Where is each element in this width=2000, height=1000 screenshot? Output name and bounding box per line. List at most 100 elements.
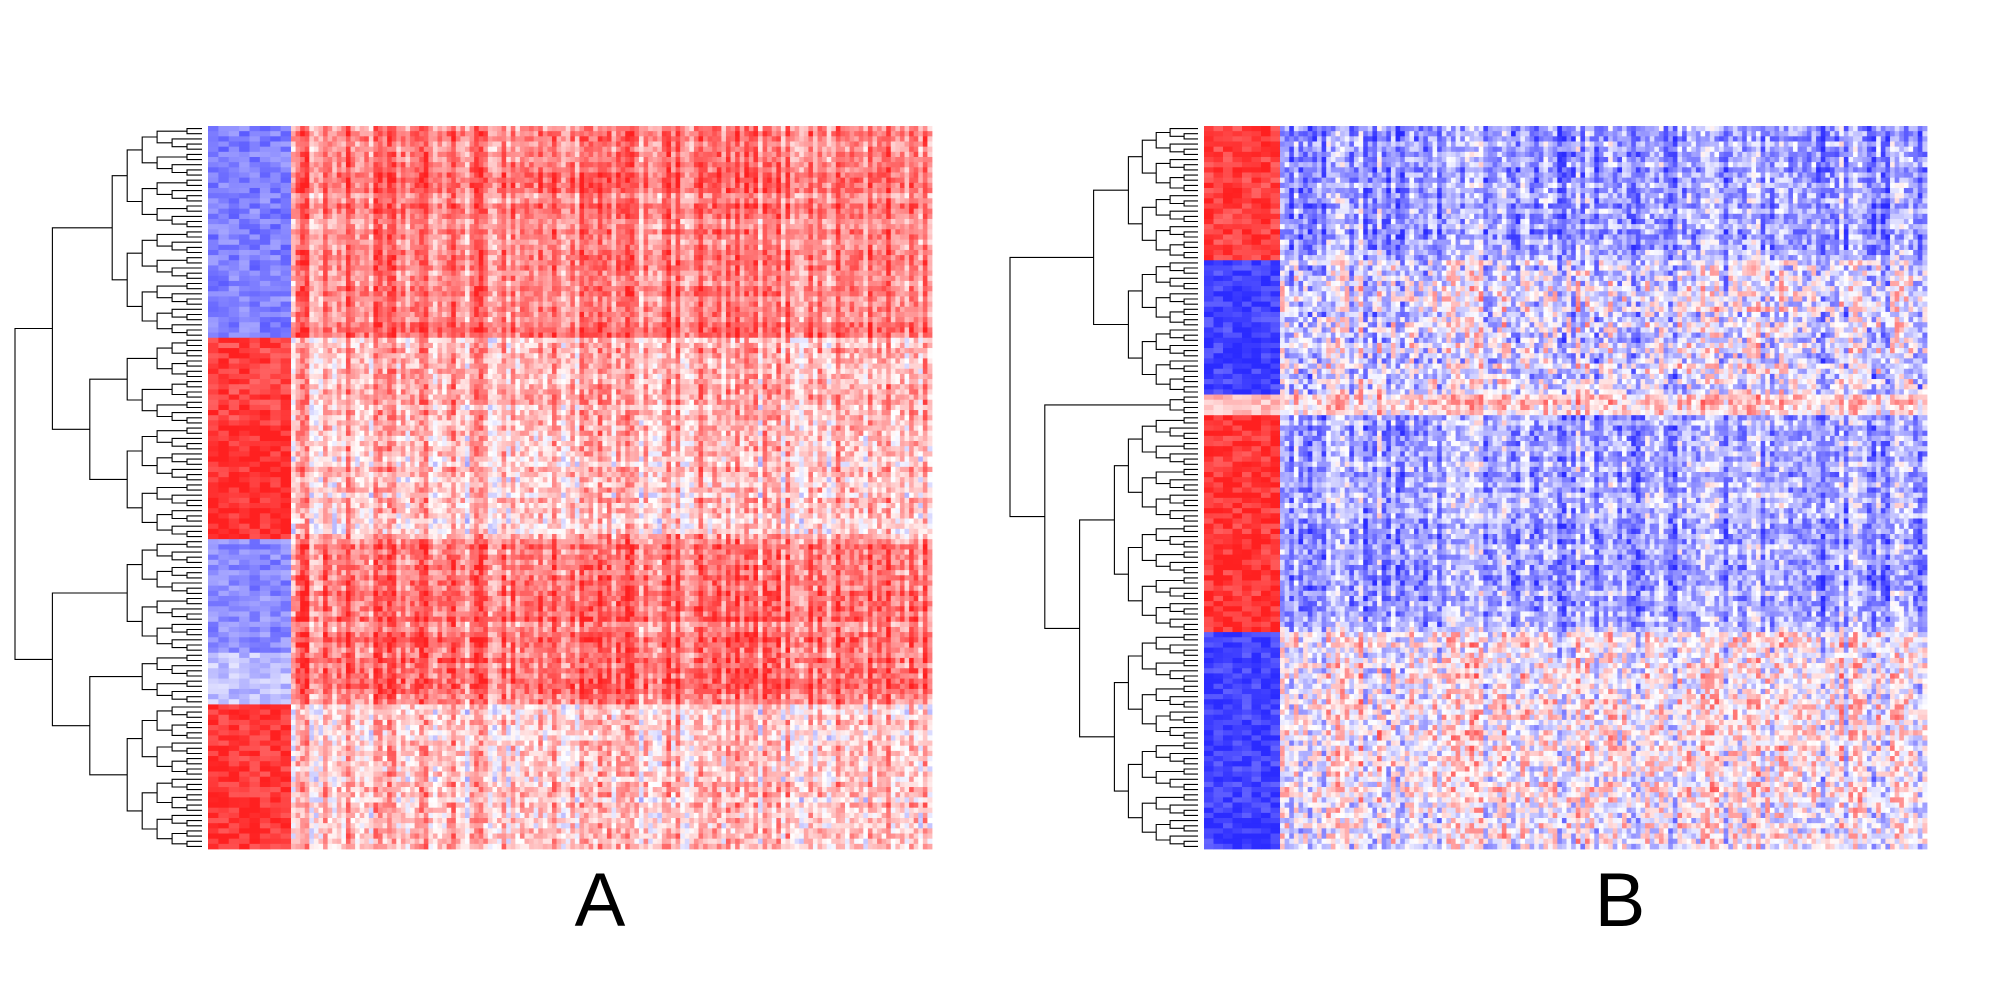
heatmap-cell bbox=[689, 255, 695, 261]
heatmap-cell bbox=[652, 162, 658, 168]
heatmap-cell bbox=[501, 146, 507, 153]
heatmap-cell bbox=[748, 126, 754, 132]
heatmap-cell bbox=[657, 172, 663, 179]
heatmap-cell bbox=[808, 229, 814, 235]
heatmap-cell bbox=[506, 208, 512, 215]
heatmap-cell bbox=[428, 275, 434, 282]
heatmap-cell bbox=[671, 224, 676, 230]
heatmap-cell bbox=[542, 255, 548, 261]
heatmap-cell bbox=[588, 280, 594, 287]
heatmap-cell bbox=[625, 126, 631, 132]
heatmap-cell bbox=[762, 270, 768, 277]
heatmap-cell bbox=[771, 131, 777, 137]
heatmap-cell bbox=[579, 208, 585, 215]
heatmap-cell bbox=[693, 151, 699, 158]
heatmap-cell bbox=[771, 224, 777, 230]
heatmap-cell bbox=[602, 203, 608, 210]
heatmap-cell bbox=[899, 286, 905, 292]
heatmap-cell bbox=[703, 156, 709, 163]
heatmap-cell bbox=[666, 280, 672, 287]
heatmap-cell bbox=[323, 224, 329, 230]
heatmap-cell bbox=[432, 286, 438, 292]
heatmap-cell bbox=[300, 156, 306, 163]
heatmap-cell bbox=[927, 275, 933, 282]
heatmap-cell bbox=[661, 151, 667, 158]
heatmap-cell bbox=[414, 208, 420, 215]
heatmap-cell bbox=[561, 244, 567, 251]
heatmap-cell bbox=[455, 187, 461, 194]
heatmap-cell bbox=[863, 239, 869, 246]
heatmap-cell bbox=[355, 167, 361, 173]
heatmap-cell bbox=[643, 136, 649, 142]
heatmap-cell bbox=[620, 286, 626, 292]
heatmap-cell bbox=[849, 239, 855, 246]
heatmap-cell bbox=[822, 177, 828, 184]
heatmap-cell bbox=[414, 162, 420, 168]
heatmap-cell bbox=[872, 177, 878, 184]
heatmap-cell bbox=[895, 146, 901, 153]
heatmap-cell bbox=[849, 291, 855, 297]
heatmap-cell bbox=[858, 239, 864, 246]
heatmap-cell bbox=[382, 167, 388, 173]
heatmap-key-cell bbox=[249, 239, 261, 246]
heatmap-cell bbox=[359, 291, 365, 297]
heatmap-cell bbox=[794, 187, 800, 194]
heatmap-cell bbox=[510, 187, 516, 194]
heatmap-cell bbox=[799, 187, 805, 194]
heatmap-cell bbox=[744, 136, 750, 142]
heatmap-cell bbox=[872, 255, 878, 261]
heatmap-cell bbox=[904, 218, 910, 225]
heatmap-cell bbox=[355, 136, 361, 142]
heatmap-cell bbox=[478, 151, 484, 158]
heatmap-cell bbox=[446, 255, 452, 261]
heatmap-cell bbox=[675, 239, 681, 246]
heatmap-key-cell bbox=[259, 296, 271, 302]
heatmap-cell bbox=[400, 131, 406, 137]
heatmap-cell bbox=[625, 234, 631, 241]
heatmap-cell bbox=[849, 182, 855, 189]
heatmap-key-cell bbox=[208, 265, 219, 271]
heatmap-cell bbox=[712, 182, 718, 189]
heatmap-cell bbox=[675, 275, 681, 282]
heatmap-cell bbox=[611, 265, 617, 271]
heatmap-cell bbox=[634, 286, 640, 292]
heatmap-cell bbox=[405, 239, 411, 246]
heatmap-cell bbox=[671, 141, 676, 148]
heatmap-cell bbox=[437, 275, 443, 282]
heatmap-cell bbox=[840, 280, 846, 287]
heatmap-cell bbox=[460, 136, 466, 142]
heatmap-cell bbox=[561, 224, 567, 230]
heatmap-cell bbox=[684, 146, 690, 153]
heatmap-cell bbox=[927, 141, 933, 148]
heatmap-cell bbox=[794, 126, 800, 132]
heatmap-cell bbox=[735, 193, 741, 199]
heatmap-cell bbox=[464, 249, 470, 256]
heatmap-cell bbox=[895, 229, 901, 235]
heatmap-key-cell bbox=[228, 126, 240, 132]
heatmap-cell bbox=[423, 234, 429, 241]
heatmap-cell bbox=[464, 187, 470, 194]
heatmap-cell bbox=[803, 244, 809, 251]
heatmap-cell bbox=[620, 265, 626, 271]
heatmap-key-cell bbox=[208, 131, 219, 137]
heatmap-cell bbox=[730, 244, 736, 251]
heatmap-cell bbox=[419, 162, 425, 168]
heatmap-cell bbox=[657, 234, 663, 241]
heatmap-key-cell bbox=[218, 280, 230, 287]
heatmap-cell bbox=[400, 296, 406, 302]
heatmap-cell bbox=[652, 187, 658, 194]
heatmap-cell bbox=[359, 244, 365, 251]
heatmap-cell bbox=[730, 182, 736, 189]
heatmap-cell bbox=[304, 275, 310, 282]
heatmap-cell bbox=[588, 151, 594, 158]
heatmap-cell bbox=[574, 280, 580, 287]
heatmap-cell bbox=[506, 172, 512, 179]
heatmap-cell bbox=[597, 286, 603, 292]
heatmap-cell bbox=[790, 239, 796, 246]
heatmap-cell bbox=[698, 260, 704, 266]
heatmap-cell bbox=[368, 182, 374, 189]
heatmap-cell bbox=[753, 198, 759, 204]
heatmap-cell bbox=[323, 193, 329, 199]
heatmap-cell bbox=[794, 162, 800, 168]
heatmap-cell bbox=[405, 167, 411, 173]
